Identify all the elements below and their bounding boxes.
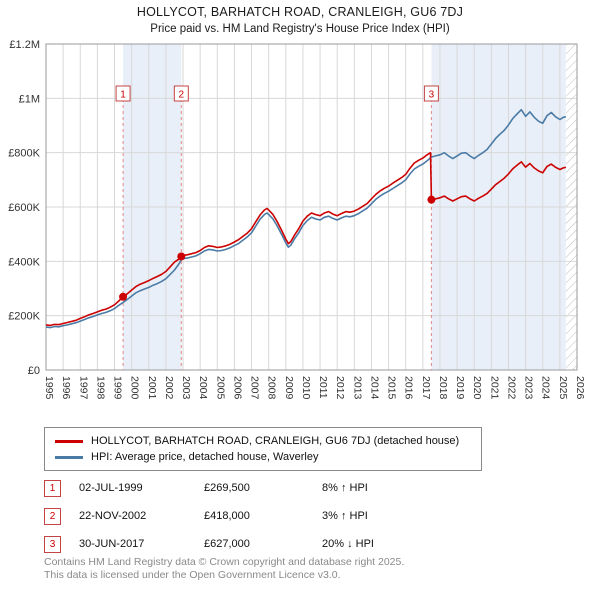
hpi-line [45, 108, 567, 329]
x-axis-label: 2010 [300, 376, 312, 400]
x-axis-label: 2002 [163, 376, 175, 400]
y-axis-label: £200K [8, 311, 40, 323]
x-axis-label: 2000 [129, 376, 141, 400]
x-axis-label: 2025 [557, 376, 569, 400]
sale-number-label: 3 [429, 90, 435, 101]
x-axis-label: 2007 [249, 376, 261, 400]
x-axis-label: 2001 [146, 376, 158, 400]
x-axis-label: 2020 [471, 376, 483, 400]
x-axis-label: 2004 [197, 376, 209, 400]
x-axis-label: 2021 [488, 376, 500, 400]
table-row: 1 02-JUL-1999 £269,500 8% ↑ HPI [44, 474, 374, 502]
sale-number-badge: 1 [44, 479, 61, 497]
legend-label-property: HOLLYCOT, BARHATCH ROAD, CRANLEIGH, GU6 … [91, 435, 460, 447]
x-axis-label: 2024 [540, 376, 552, 400]
y-axis-label: £1.2M [9, 39, 40, 51]
x-axis-label: 1995 [43, 376, 55, 400]
x-axis-label: 2006 [231, 376, 243, 400]
x-axis-label: 2018 [437, 376, 449, 400]
sale-date: 02-JUL-1999 [79, 482, 143, 494]
x-axis-label: 2023 [523, 376, 535, 400]
sale-point [427, 195, 436, 204]
property-price-line [45, 151, 567, 327]
legend-item-property: HOLLYCOT, BARHATCH ROAD, CRANLEIGH, GU6 … [55, 433, 481, 449]
y-axis-label: £0 [28, 365, 40, 377]
legend-label-hpi: HPI: Average price, detached house, Wave… [91, 451, 319, 463]
price-chart: 1 2 3 £0 £200K £400K £600K £800K £1M £1.2M 1995 199… [8, 39, 586, 400]
x-axis-label: 2014 [368, 376, 380, 400]
x-axis-label: 2015 [386, 376, 398, 400]
legend-swatch-hpi [55, 455, 83, 459]
sale-point [119, 292, 128, 301]
x-axis-label: 2026 [574, 376, 586, 400]
sale-price: £418,000 [204, 510, 250, 522]
x-axis-label: 1996 [60, 376, 72, 400]
plot-border [45, 43, 578, 371]
sale-vs-hpi: 3% ↑ HPI [322, 510, 368, 522]
sale-vs-hpi: 20% ↓ HPI [322, 538, 374, 550]
x-axis-label: 2009 [283, 376, 295, 400]
sale-price: £269,500 [204, 482, 250, 494]
sale-number-box [423, 85, 439, 102]
legend-swatch-property [55, 439, 83, 443]
sale-vs-hpi: 8% ↑ HPI [322, 482, 368, 494]
x-axis-label: 2013 [351, 376, 363, 400]
sales-table: 1 02-JUL-1999 £269,500 8% ↑ HPI 2 22-NOV… [44, 474, 374, 558]
x-axis-label: 2019 [454, 376, 466, 400]
y-axis-label: £400K [8, 256, 40, 268]
legend-item-hpi: HPI: Average price, detached house, Wave… [55, 449, 481, 465]
y-axis-label: £800K [8, 148, 40, 160]
sale-number-label: 2 [179, 90, 185, 101]
sale-number-box [115, 85, 131, 102]
sale-date: 22-NOV-2002 [79, 510, 147, 522]
sale-point [177, 252, 186, 261]
y-axis-label: £600K [8, 202, 40, 214]
x-axis-label: 2005 [214, 376, 226, 400]
table-row: 3 30-JUN-2017 £627,000 20% ↓ HPI [44, 530, 374, 558]
license-line-1: Contains HM Land Registry data © Crown c… [44, 556, 405, 568]
y-axis-label: £1M [19, 93, 40, 105]
sale-number-label: 1 [120, 90, 126, 101]
table-row: 2 22-NOV-2002 £418,000 3% ↑ HPI [44, 502, 374, 530]
sale-number-badge: 2 [44, 507, 61, 525]
x-axis-label: 2022 [505, 376, 517, 400]
sale-number-box [173, 85, 189, 102]
chart-legend: HOLLYCOT, BARHATCH ROAD, CRANLEIGH, GU6 … [44, 427, 482, 471]
sale-date: 30-JUN-2017 [79, 538, 145, 550]
x-axis-label: 2017 [420, 376, 432, 400]
sale-number-badge: 3 [44, 535, 61, 553]
x-axis-label: 2003 [180, 376, 192, 400]
license-line-2: This data is licensed under the Open Gov… [44, 569, 341, 581]
x-axis-label: 1999 [112, 376, 124, 400]
page-title: HOLLYCOT, BARHATCH ROAD, CRANLEIGH, GU6 … [136, 5, 464, 19]
license-note: Contains HM Land Registry data © Crown c… [44, 556, 404, 582]
x-axis-label: 2016 [403, 376, 415, 400]
x-axis-label: 2008 [266, 376, 278, 400]
x-axis-label: 2011 [317, 376, 329, 399]
x-axis-label: 1997 [77, 376, 89, 400]
x-axis-label: 1998 [94, 376, 106, 400]
sale-price: £627,000 [204, 538, 250, 550]
page-subtitle: Price paid vs. HM Land Registry's House … [150, 23, 450, 35]
x-axis-label: 2012 [334, 376, 346, 400]
